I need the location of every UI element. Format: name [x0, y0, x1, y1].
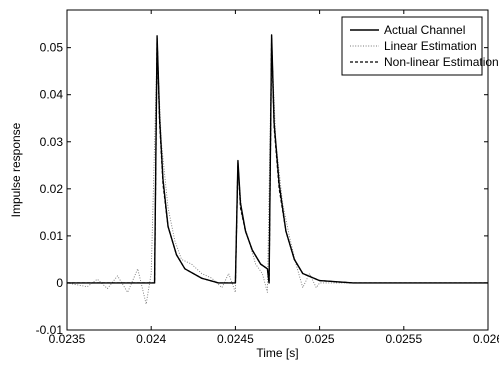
- x-tick-label: 0.025: [305, 332, 335, 346]
- y-tick-label: 0.01: [40, 229, 64, 243]
- x-tick-label: 0.0255: [385, 332, 422, 346]
- legend-label: Actual Channel: [384, 23, 465, 37]
- legend-label: Non-linear Estimation: [384, 55, 499, 69]
- x-tick-label: 0.026: [473, 332, 499, 346]
- y-tick-label: 0: [56, 276, 63, 290]
- y-axis-label: Impulse response: [9, 122, 23, 217]
- x-tick-label: 0.0235: [49, 332, 86, 346]
- x-tick-label: 0.0245: [217, 332, 254, 346]
- y-tick-label: 0.03: [40, 135, 64, 149]
- y-tick-label: 0.05: [40, 41, 64, 55]
- series-line-non-linear-estimation: [67, 37, 488, 284]
- y-tick-label: -0.01: [36, 323, 64, 337]
- legend-box: [341, 16, 483, 76]
- legend-label: Linear Estimation: [384, 39, 477, 53]
- y-tick-label: 0.02: [40, 182, 64, 196]
- y-tick-label: 0.04: [40, 88, 64, 102]
- x-axis-label: Time [s]: [256, 346, 298, 360]
- x-tick-label: 0.024: [136, 332, 166, 346]
